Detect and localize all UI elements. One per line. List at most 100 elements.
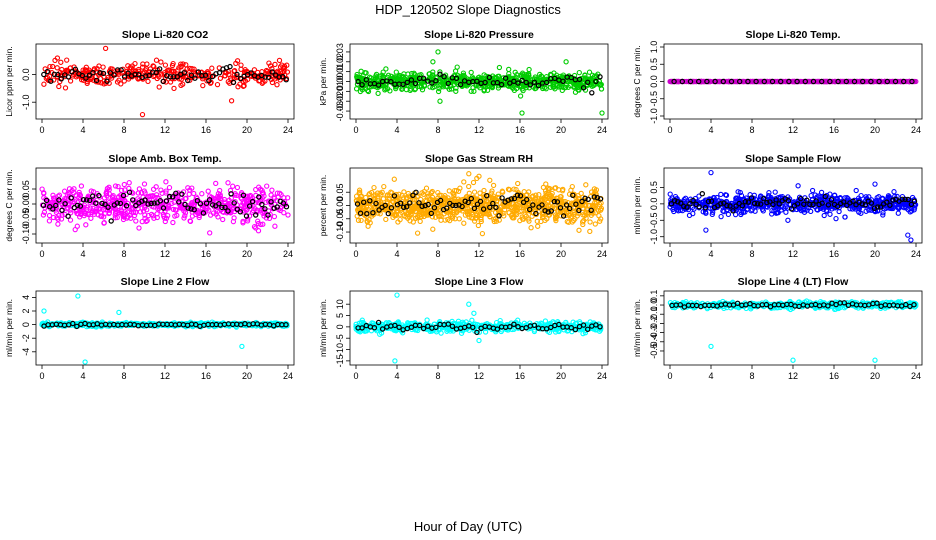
data-point xyxy=(454,64,460,70)
data-point xyxy=(430,226,436,232)
x-tick-label: 16 xyxy=(201,249,211,259)
data-point xyxy=(259,80,265,86)
black-point xyxy=(111,72,117,78)
data-point xyxy=(268,192,274,198)
black-point xyxy=(227,63,233,70)
data-point xyxy=(551,84,557,90)
x-tick-label: 16 xyxy=(201,125,211,135)
black-point xyxy=(174,74,180,80)
black-point xyxy=(167,74,173,80)
black-point xyxy=(156,66,163,72)
data-point xyxy=(495,85,502,91)
data-point xyxy=(821,212,827,219)
data-point xyxy=(517,93,524,99)
black-point xyxy=(429,80,435,86)
data-point xyxy=(180,81,186,87)
x-tick-label: 4 xyxy=(80,371,85,381)
x-tick-label: 20 xyxy=(242,125,252,135)
data-point xyxy=(238,62,244,68)
y-tick-label: 0.00 xyxy=(335,73,345,91)
data-point xyxy=(576,69,582,76)
black-point xyxy=(523,79,529,86)
black-point xyxy=(276,74,282,80)
y-axis-label: degrees C per min. xyxy=(4,169,14,241)
y-tick-label: -0.5 xyxy=(649,213,659,229)
data-point xyxy=(170,60,176,67)
black-point xyxy=(408,77,415,83)
black-point xyxy=(248,70,254,76)
data-point xyxy=(126,180,132,186)
outlier-point xyxy=(708,169,714,176)
x-tick-label: 4 xyxy=(394,249,399,259)
data-point xyxy=(395,75,401,81)
data-point xyxy=(200,82,206,89)
x-tick-label: 16 xyxy=(515,125,525,135)
panel-title: Slope Gas Stream RH xyxy=(425,153,533,165)
black-point xyxy=(266,74,272,81)
data-point xyxy=(186,191,192,197)
data-point xyxy=(46,212,53,219)
black-point xyxy=(585,79,591,86)
data-point xyxy=(135,66,142,73)
black-point xyxy=(118,67,124,73)
y-axis-label: degrees C per min. xyxy=(632,45,642,117)
outlier-point xyxy=(599,110,605,116)
data-point xyxy=(528,225,534,231)
data-point xyxy=(51,77,57,83)
outlier-point xyxy=(466,171,472,177)
y-tick-label: 0.5 xyxy=(649,58,659,71)
x-tick-label: 16 xyxy=(829,249,839,259)
data-point xyxy=(371,184,377,191)
black-point xyxy=(104,78,110,84)
y-axis-label: ml/min per min. xyxy=(632,176,642,234)
outlier-point xyxy=(116,309,122,316)
black-point xyxy=(234,71,240,78)
outlier-point xyxy=(437,98,443,104)
y-tick-label: 0.03 xyxy=(335,43,345,61)
panel-4: Slope Amb. Box Temp.degrees C per min.0 4… xyxy=(4,153,295,259)
data-point xyxy=(91,67,97,73)
data-point xyxy=(279,62,285,68)
data-point xyxy=(718,213,724,220)
x-tick-label: 0 xyxy=(667,249,672,259)
data-point xyxy=(272,61,278,68)
data-point xyxy=(217,75,224,81)
data-point xyxy=(562,84,569,91)
outlier-point xyxy=(82,359,88,365)
data-point xyxy=(456,216,462,222)
data-point xyxy=(234,184,241,191)
y-tick-label: 0.05 xyxy=(335,183,345,201)
y-tick-label: 0.5 xyxy=(649,181,659,194)
black-point xyxy=(527,82,534,88)
data-point xyxy=(41,81,47,87)
data-point xyxy=(101,74,107,80)
black-point xyxy=(160,78,166,85)
black-point xyxy=(280,73,286,80)
data-point xyxy=(162,62,169,68)
data-point xyxy=(62,85,69,91)
data-point xyxy=(168,68,175,74)
y-tick-label: 0.01 xyxy=(335,63,345,81)
black-point xyxy=(486,74,492,81)
y-tick-label: -0.5 xyxy=(649,91,659,107)
data-point xyxy=(128,65,135,71)
black-point xyxy=(474,78,480,85)
data-point xyxy=(421,83,428,89)
data-point xyxy=(353,86,360,92)
data-point xyxy=(718,191,724,198)
data-point xyxy=(154,75,160,82)
data-point xyxy=(274,82,280,88)
black-point xyxy=(58,76,65,82)
data-point xyxy=(543,86,549,92)
data-point xyxy=(144,61,150,67)
data-point xyxy=(358,68,364,74)
data-point xyxy=(121,181,127,188)
black-point xyxy=(359,82,365,88)
black-point xyxy=(146,72,152,79)
data-point xyxy=(460,70,467,76)
outlier-point xyxy=(139,111,146,118)
black-point xyxy=(93,77,100,84)
data-point xyxy=(383,216,389,223)
